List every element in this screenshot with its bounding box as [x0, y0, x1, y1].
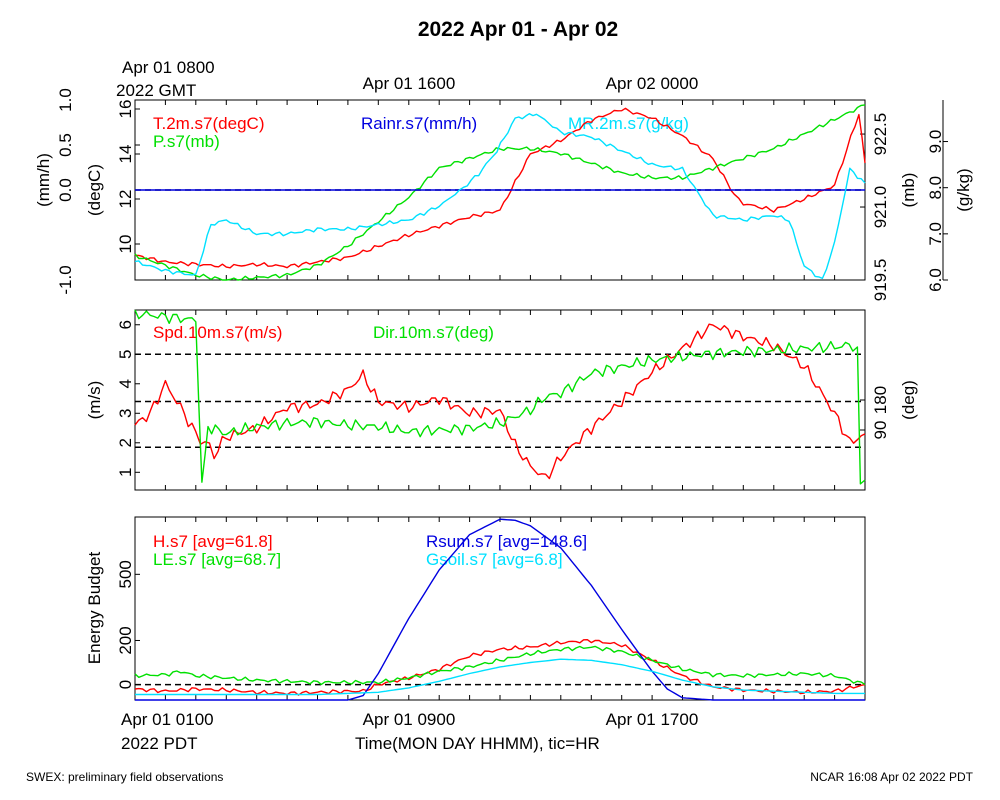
legend-sensible-heat: H.s7 [avg=61.8] [153, 532, 273, 551]
y-tick-label-energy: 500 [116, 560, 135, 588]
y-tick-label-speed: 5 [116, 350, 135, 359]
legend-latent-heat: LE.s7 [avg=68.7] [153, 550, 281, 569]
y-tick-label-rain: 0.0 [56, 178, 75, 202]
y-tick-label-temp: 14 [116, 145, 135, 164]
y-tick-label-mr: 9.0 [926, 130, 945, 154]
top-axis-label-1-line-2: 2022 GMT [116, 81, 196, 100]
series-line-mr-2m-s7 [134, 112, 866, 280]
energy-axis-label: Energy Budget [85, 551, 104, 664]
legend-rain-rate: Rainr.s7(mm/h) [361, 114, 477, 133]
legend-mixing-ratio: MR.2m.s7(g/kg) [568, 114, 689, 133]
y-tick-label-speed: 4 [116, 379, 135, 388]
chart-title: 2022 Apr 01 - Apr 02 [418, 18, 618, 41]
y-tick-label-energy: 200 [116, 626, 135, 654]
y-tick-label-temp: 12 [116, 190, 135, 209]
top-axis-label-2: Apr 01 1600 [363, 74, 456, 93]
top-axis-label-3: Apr 02 0000 [606, 74, 699, 93]
y-tick-label-dir: 180 [871, 386, 890, 414]
y-tick-label-mr: 6.0 [926, 268, 945, 292]
legend-soil-heat: Gsoil.s7 [avg=6.8] [426, 550, 563, 569]
bottom-axis-label-3: Apr 01 1700 [606, 710, 699, 729]
panel-wind: (m/s) (deg) Spd.10m.s7(m/s) Dir.10m.s7(d… [85, 309, 918, 491]
series-line-spd-10m-s7 [134, 323, 866, 480]
pressure-axis-label: (mb) [899, 173, 918, 208]
bottom-axis-label-1-line-1: Apr 01 0100 [121, 710, 214, 729]
series-line-p-s7 [134, 104, 866, 281]
legend-wind-speed: Spd.10m.s7(m/s) [153, 323, 282, 342]
y-tick-label-dir: 90 [871, 421, 890, 440]
y-tick-label-temp: 10 [116, 235, 135, 254]
bottom-axis-label-2: Apr 01 0900 [363, 710, 456, 729]
footer-right: NCAR 16:08 Apr 02 2022 PDT [810, 770, 973, 784]
speed-axis-label: (m/s) [85, 381, 104, 420]
y-tick-label-rain: -1.0 [56, 265, 75, 294]
y-tick-label-speed: 1 [116, 468, 135, 477]
y-tick-label-temp: 16 [116, 100, 135, 119]
y-tick-label-speed: 2 [116, 438, 135, 447]
temp-axis-label: (degC) [85, 164, 104, 216]
y-tick-label-energy: 0 [116, 680, 135, 689]
top-axis-label-1-line-1: Apr 01 0800 [122, 58, 215, 77]
footer-left: SWEX: preliminary field observations [26, 770, 223, 784]
y-tick-label-rain: 1.0 [56, 88, 75, 112]
panel-energy-budget: Energy Budget H.s7 [avg=61.8] LE.s7 [avg… [85, 516, 866, 701]
legend-radiation-sum: Rsum.s7 [avg=148.6] [426, 532, 587, 551]
y-tick-label-mr: 7.0 [926, 222, 945, 246]
direction-axis-label: (deg) [899, 380, 918, 420]
mixing-ratio-axis-label: (g/kg) [954, 168, 973, 211]
series-line-gsoil-s7 [135, 658, 865, 696]
y-tick-label-speed: 3 [116, 409, 135, 418]
legend-pressure: P.s7(mb) [153, 132, 220, 151]
series-line-t-2m-s7 [134, 107, 866, 269]
bottom-axis-label-1-line-2: 2022 PDT [121, 734, 198, 753]
y-tick-label-pres: 921.0 [871, 186, 890, 229]
series-line-le-s7 [134, 645, 866, 686]
y-tick-label-pres: 919.5 [871, 259, 890, 302]
rain-axis-label: (mm/h) [34, 153, 53, 207]
x-axis-title: Time(MON DAY HHMM), tic=HR [355, 734, 600, 753]
y-tick-label-speed: 6 [116, 320, 135, 329]
y-tick-label-rain: 0.5 [56, 133, 75, 157]
series-line-rsum-s7 [135, 518, 865, 701]
legend-temperature: T.2m.s7(degC) [153, 114, 264, 133]
y-tick-label-pres: 922.5 [871, 113, 890, 156]
legend-wind-direction: Dir.10m.s7(deg) [373, 323, 494, 342]
series-line-dir-10m-s7 [134, 309, 866, 485]
y-tick-label-mr: 8.0 [926, 176, 945, 200]
panel-temperature-pressure: (mm/h) (degC) (mb) (g/kg) T.2m.s7(degC) … [34, 99, 973, 281]
